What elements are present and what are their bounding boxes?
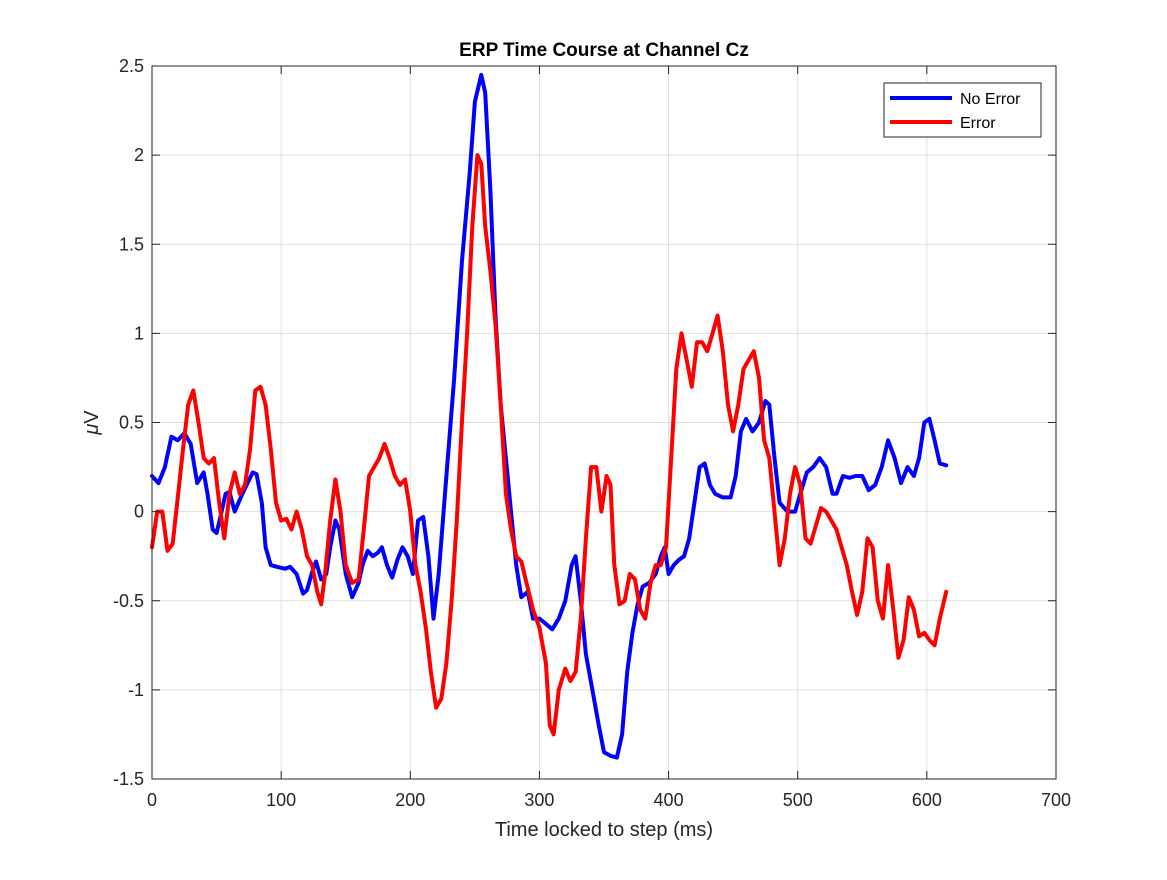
y-tick-label: 2: [134, 145, 144, 165]
y-axis-label: μV: [81, 410, 103, 436]
series-lines: [150, 72, 949, 760]
legend-box: [883, 82, 1042, 138]
y-tick-label: -1: [128, 680, 144, 700]
x-tick-label: 0: [147, 790, 157, 810]
legend-label-1: Error: [960, 115, 996, 132]
y-tick-label: 2.5: [119, 56, 144, 76]
y-tick-label: 1.5: [119, 234, 144, 254]
series-line-1: [150, 153, 949, 737]
y-tick-label: 0: [134, 502, 144, 522]
x-tick-label: 100: [266, 790, 296, 810]
y-tick-label: 0.5: [119, 413, 144, 433]
y-tick-label: 1: [134, 323, 144, 343]
x-tick-label: 400: [654, 790, 684, 810]
x-tick-label: 500: [783, 790, 813, 810]
x-tick-label: 300: [524, 790, 554, 810]
x-tick-label: 600: [912, 790, 942, 810]
y-tick-label: -0.5: [113, 591, 144, 611]
x-tick-label: 200: [395, 790, 425, 810]
y-tick-label: -1.5: [113, 769, 144, 789]
x-axis-label: Time locked to step (ms): [495, 819, 713, 841]
legend: No Error Error: [883, 82, 1042, 138]
x-tick-label: 700: [1041, 790, 1071, 810]
y-axis-label-prefix: μ: [81, 424, 103, 436]
legend-label-0: No Error: [960, 91, 1021, 108]
axis-ticks: 0 100 200 300 400 500 600 700 -1.5 -1 -0.5 0 0.5 1 1.5…: [113, 56, 1071, 810]
chart-title: ERP Time Course at Channel Cz: [459, 40, 749, 61]
y-axis-label-suffix: V: [81, 410, 103, 424]
